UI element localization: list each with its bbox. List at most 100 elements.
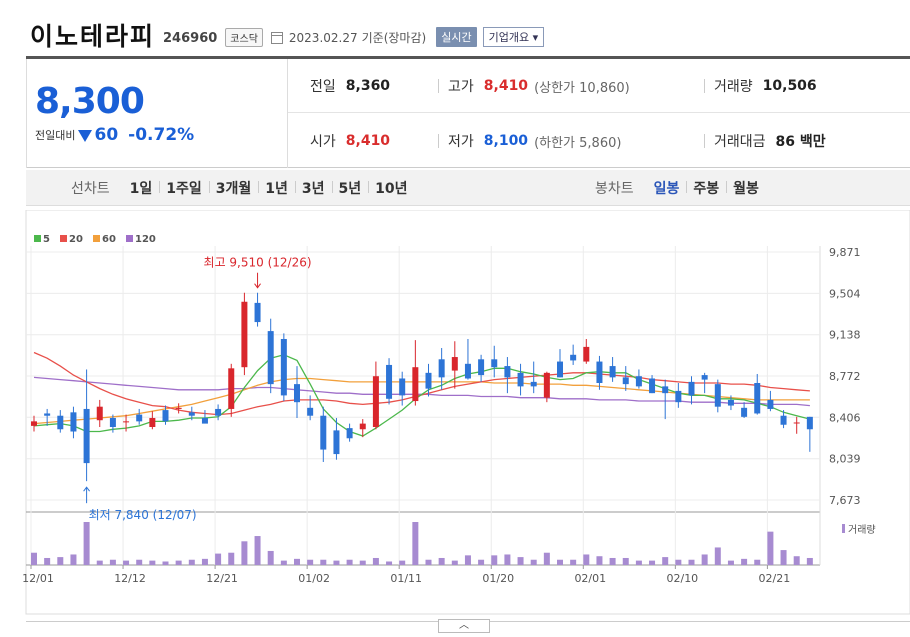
high-arrow-head-icon xyxy=(254,283,261,289)
volume-bar xyxy=(464,555,471,565)
volume-bar xyxy=(307,559,314,565)
volume-bar xyxy=(188,559,195,565)
candle-body xyxy=(136,414,143,422)
price-change: 전일대비 60 -0.72% xyxy=(35,125,194,145)
volume-bar xyxy=(83,522,90,565)
x-tick-label: 01/11 xyxy=(390,572,422,585)
candlestick-chart: 9,871 9,504 9,138 8,772 8,406 8,039 7,673 12/01… xyxy=(22,210,910,615)
candle-body xyxy=(517,372,524,387)
tab-candle-2[interactable]: 월봉 xyxy=(733,181,759,197)
candle-body xyxy=(31,421,37,426)
open-value: 8,410 xyxy=(345,133,391,149)
volume-bar xyxy=(675,559,682,565)
change-amount: 60 xyxy=(94,125,119,145)
candle-body xyxy=(806,416,813,430)
volume-bar xyxy=(346,559,353,565)
candle-body xyxy=(386,364,393,399)
candle-body xyxy=(412,367,419,402)
stock-name: 이노테라피 xyxy=(30,22,156,51)
current-price: 8,300 xyxy=(35,81,145,122)
candle-body xyxy=(307,407,314,416)
chart-frame xyxy=(25,210,910,615)
down-triangle-icon xyxy=(78,130,93,142)
prev-close-cell: 전일 8,360 xyxy=(310,59,390,113)
quote-basis: 기준(장마감) xyxy=(361,31,427,45)
tab-line-4[interactable]: 3년 xyxy=(295,178,333,198)
candle-body xyxy=(372,376,379,427)
candle-body xyxy=(649,378,656,394)
stock-code: 246960 xyxy=(163,30,218,46)
candle-body xyxy=(543,372,550,398)
tab-candle-0[interactable]: 일봉 xyxy=(647,178,688,198)
divider xyxy=(704,134,705,148)
realtime-button[interactable]: 실시간 xyxy=(436,27,477,47)
candle-body xyxy=(662,386,669,394)
volume-bar xyxy=(96,560,103,565)
volume-bar xyxy=(228,552,235,565)
amount-value: 86 백만 xyxy=(775,134,826,150)
company-overview-dropdown[interactable]: 기업개요 ▾ xyxy=(482,27,545,47)
candle-body xyxy=(741,407,748,417)
line-label[interactable]: 선차트 xyxy=(71,181,110,197)
lower-limit: (하한가 5,860) xyxy=(534,135,622,151)
open-label: 시가 xyxy=(310,134,336,150)
volume-bar xyxy=(557,559,563,565)
volume-label: 거래량 xyxy=(714,79,753,95)
tab-line-1[interactable]: 1주일 xyxy=(159,178,210,198)
low-label: 저가 xyxy=(448,134,474,150)
candle-body xyxy=(254,302,261,323)
volume-bar xyxy=(215,553,222,565)
change-label: 전일대비 xyxy=(35,129,76,142)
y-tick-label: 8,039 xyxy=(829,453,861,466)
caret-down-icon: ▾ xyxy=(532,31,539,44)
prev-close-value: 8,360 xyxy=(345,78,391,94)
y-tick-label: 9,138 xyxy=(829,329,861,342)
volume-bar xyxy=(123,560,130,565)
high-annotation: 최고 9,510 (12/26) xyxy=(204,256,312,270)
volume-bar xyxy=(267,550,274,565)
volume-legend-swatch xyxy=(842,524,845,533)
volume-bar xyxy=(543,552,550,565)
volume-bar xyxy=(425,559,432,565)
candle-label[interactable]: 봉차트 xyxy=(595,181,634,197)
candle-body xyxy=(780,415,787,425)
divider xyxy=(704,79,705,93)
volume-cell: 거래량 10,506 xyxy=(714,59,817,113)
candle-body xyxy=(280,338,287,396)
volume-bar xyxy=(491,555,498,565)
volume-bar xyxy=(780,550,787,565)
open-cell: 시가 8,410 xyxy=(310,114,390,168)
tab-line-5[interactable]: 5년 xyxy=(332,178,369,198)
tab-candle-1[interactable]: 주봉 xyxy=(686,178,727,198)
x-tick-label: 02/21 xyxy=(759,572,791,585)
volume-bar xyxy=(530,559,537,565)
volume-bar xyxy=(635,560,642,565)
volume-bar xyxy=(241,541,248,565)
volume-bar xyxy=(622,557,629,565)
tab-line-0[interactable]: 1일 xyxy=(123,178,160,198)
candle-body xyxy=(215,408,222,416)
candle-body xyxy=(333,430,340,455)
candle-body xyxy=(451,357,458,371)
divider xyxy=(438,79,439,93)
y-tick-label: 9,871 xyxy=(829,246,861,259)
high-cell: 고가 8,410 (상한가 10,860) xyxy=(448,59,630,113)
tab-line-2[interactable]: 3개월 xyxy=(209,178,259,198)
collapse-button[interactable]: ︿ xyxy=(438,619,490,633)
volume-bar xyxy=(596,556,603,565)
volume-bar xyxy=(649,560,656,565)
volume-bar xyxy=(517,557,524,565)
volume-bar xyxy=(162,561,169,565)
volume-bar xyxy=(570,559,577,565)
legend-swatch xyxy=(126,235,133,242)
candle-body xyxy=(570,354,577,361)
candle-body xyxy=(557,361,563,378)
candle-body xyxy=(583,346,590,362)
tab-line-3[interactable]: 1년 xyxy=(258,178,296,198)
candle-body xyxy=(70,412,77,432)
tab-line-6[interactable]: 10년 xyxy=(375,181,408,197)
x-tick-label: 02/01 xyxy=(574,572,606,585)
candle-body xyxy=(714,384,721,407)
chevron-up-icon: ︿ xyxy=(459,620,469,631)
x-tick-label: 02/10 xyxy=(666,572,698,585)
